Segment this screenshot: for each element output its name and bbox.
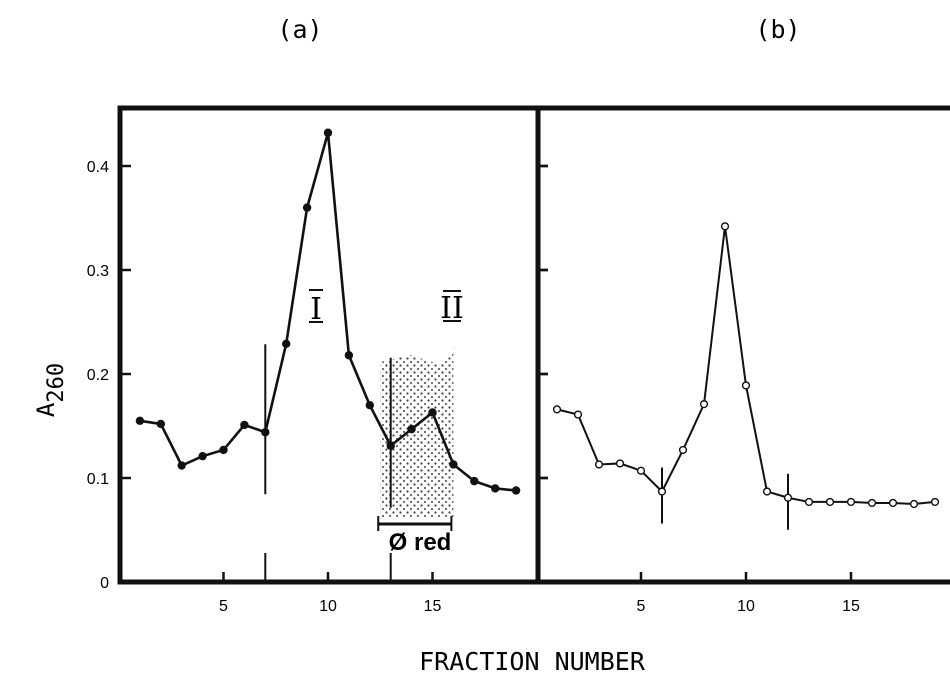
data-point [407, 424, 416, 434]
data-point [470, 476, 479, 486]
x-tick-label: 15 [424, 598, 442, 615]
data-point [867, 498, 877, 508]
data-point [240, 420, 249, 430]
data-point [678, 445, 688, 455]
data-point [615, 459, 625, 468]
data-point [762, 487, 772, 496]
y-tick-label: 0.2 [87, 367, 109, 384]
y-axis-label: A260 [32, 363, 69, 417]
data-point [156, 419, 165, 429]
x-tick-label: 10 [319, 598, 337, 615]
data-point [825, 497, 835, 507]
shaded-region [380, 348, 454, 518]
data-point [720, 222, 730, 231]
peak-II-label: II [440, 291, 464, 326]
data-point [282, 339, 291, 349]
data-point [741, 381, 751, 390]
x-tick-label: 5 [637, 598, 646, 615]
panel-a: 0 0.1 0.2 0.3 0.4 5 10 15 [87, 128, 521, 615]
data-point [135, 416, 145, 425]
data-point [491, 484, 500, 493]
y-tick-label: 0.4 [87, 159, 109, 176]
data-point [428, 408, 437, 417]
data-point [573, 410, 583, 419]
y-axis-label-sub: 260 [44, 363, 69, 403]
data-point [365, 401, 374, 410]
data-point [386, 441, 395, 450]
x-tick-label: 15 [842, 598, 860, 615]
data-point [261, 428, 270, 437]
data-point [552, 405, 562, 414]
x-tick-label: 5 [219, 598, 228, 615]
y-tick-label: 0.1 [87, 471, 109, 488]
data-point [177, 461, 186, 470]
data-point [783, 493, 793, 502]
peak-I-label: I [310, 292, 322, 327]
y-axis-label-base: A [32, 402, 60, 417]
data-point [909, 499, 919, 509]
panel-a-frame [117, 105, 541, 585]
phi-red-label: Ø red [389, 529, 452, 556]
data-point [302, 203, 312, 212]
x-axis-label: FRACTION NUMBER [419, 647, 646, 676]
panel-b: 5 10 15 [538, 164, 940, 615]
data-point [323, 128, 333, 137]
data-point [930, 497, 940, 507]
x-tick-label: 10 [737, 598, 755, 615]
data-point [344, 351, 354, 360]
series-line [556, 226, 936, 506]
data-point [449, 460, 458, 469]
data-point [888, 498, 898, 508]
data-point [219, 445, 228, 455]
y-tick-label: 0 [100, 575, 109, 592]
data-point [511, 486, 521, 495]
data-point [699, 400, 709, 409]
panel-b-label: (b) [755, 15, 800, 44]
data-point [636, 466, 646, 475]
y-tick-label: 0.3 [87, 263, 109, 280]
data-point [594, 460, 604, 469]
panel-a-label: (a) [277, 15, 322, 44]
data-point [198, 451, 207, 461]
data-point [846, 497, 856, 507]
data-point [804, 497, 814, 507]
data-point [657, 487, 667, 496]
